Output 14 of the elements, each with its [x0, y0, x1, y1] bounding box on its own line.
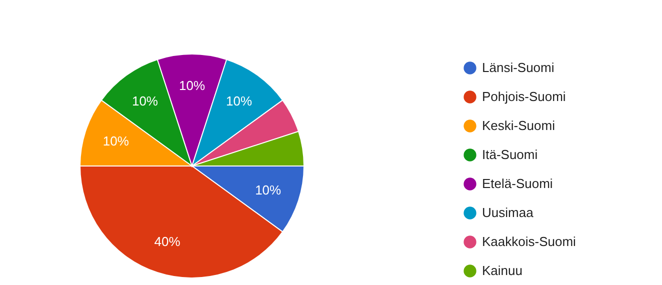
legend-label: Uusimaa — [482, 205, 534, 220]
data-label: 10% — [226, 93, 252, 108]
legend-label: Itä-Suomi — [482, 147, 538, 162]
data-label: 10% — [102, 133, 130, 148]
legend-label: Kainuu — [482, 263, 522, 278]
legend-label: Länsi-Suomi — [482, 60, 554, 75]
data-label: 10% — [178, 78, 206, 93]
legend-label: Pohjois-Suomi — [482, 89, 566, 104]
data-label: 40% — [154, 234, 181, 250]
legend-label: Kaakkois-Suomi — [482, 234, 576, 249]
data-label: 10% — [132, 93, 158, 108]
data-label: 10% — [255, 182, 282, 198]
legend-label: Etelä-Suomi — [482, 176, 553, 191]
legend-label: Keski-Suomi — [482, 118, 556, 133]
